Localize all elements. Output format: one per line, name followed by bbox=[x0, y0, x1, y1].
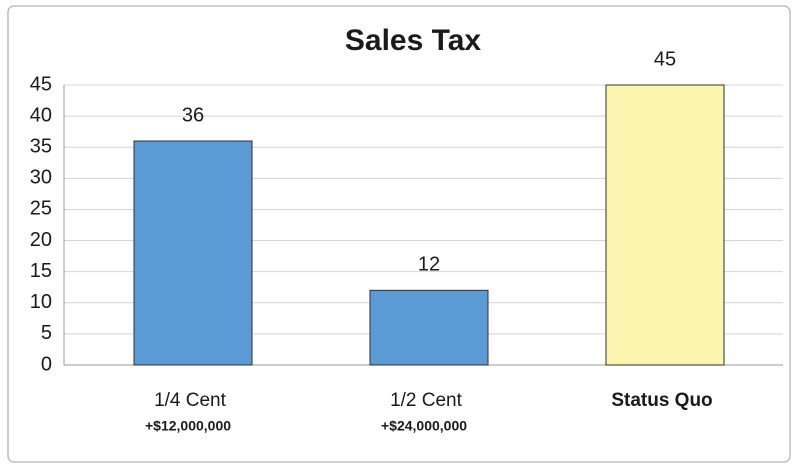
y-tick-label: 25 bbox=[30, 198, 52, 220]
y-tick-label: 15 bbox=[30, 260, 52, 282]
data-label: 12 bbox=[418, 254, 440, 276]
data-label: 45 bbox=[654, 48, 676, 70]
x-tick-sublabel: +$24,000,000 bbox=[381, 418, 467, 434]
chart-title: Sales Tax bbox=[345, 24, 482, 57]
x-tick-label: 1/4 Cent bbox=[154, 390, 227, 411]
y-tick-label: 40 bbox=[30, 104, 52, 126]
x-tick-label: Status Quo bbox=[611, 390, 712, 411]
y-tick-label: 5 bbox=[41, 322, 52, 344]
y-tick-label: 20 bbox=[30, 229, 52, 251]
y-tick-label: 45 bbox=[30, 73, 52, 95]
x-tick-sublabel: +$12,000,000 bbox=[145, 418, 231, 434]
x-tick-label: 1/2 Cent bbox=[390, 390, 463, 411]
bar bbox=[133, 140, 253, 366]
bar bbox=[369, 289, 489, 366]
y-tick-label: 0 bbox=[41, 353, 52, 375]
y-tick-label: 10 bbox=[30, 291, 52, 313]
data-label: 36 bbox=[182, 104, 204, 126]
y-tick-label: 35 bbox=[30, 136, 52, 158]
bar bbox=[605, 84, 725, 366]
y-tick-label: 30 bbox=[30, 167, 52, 189]
